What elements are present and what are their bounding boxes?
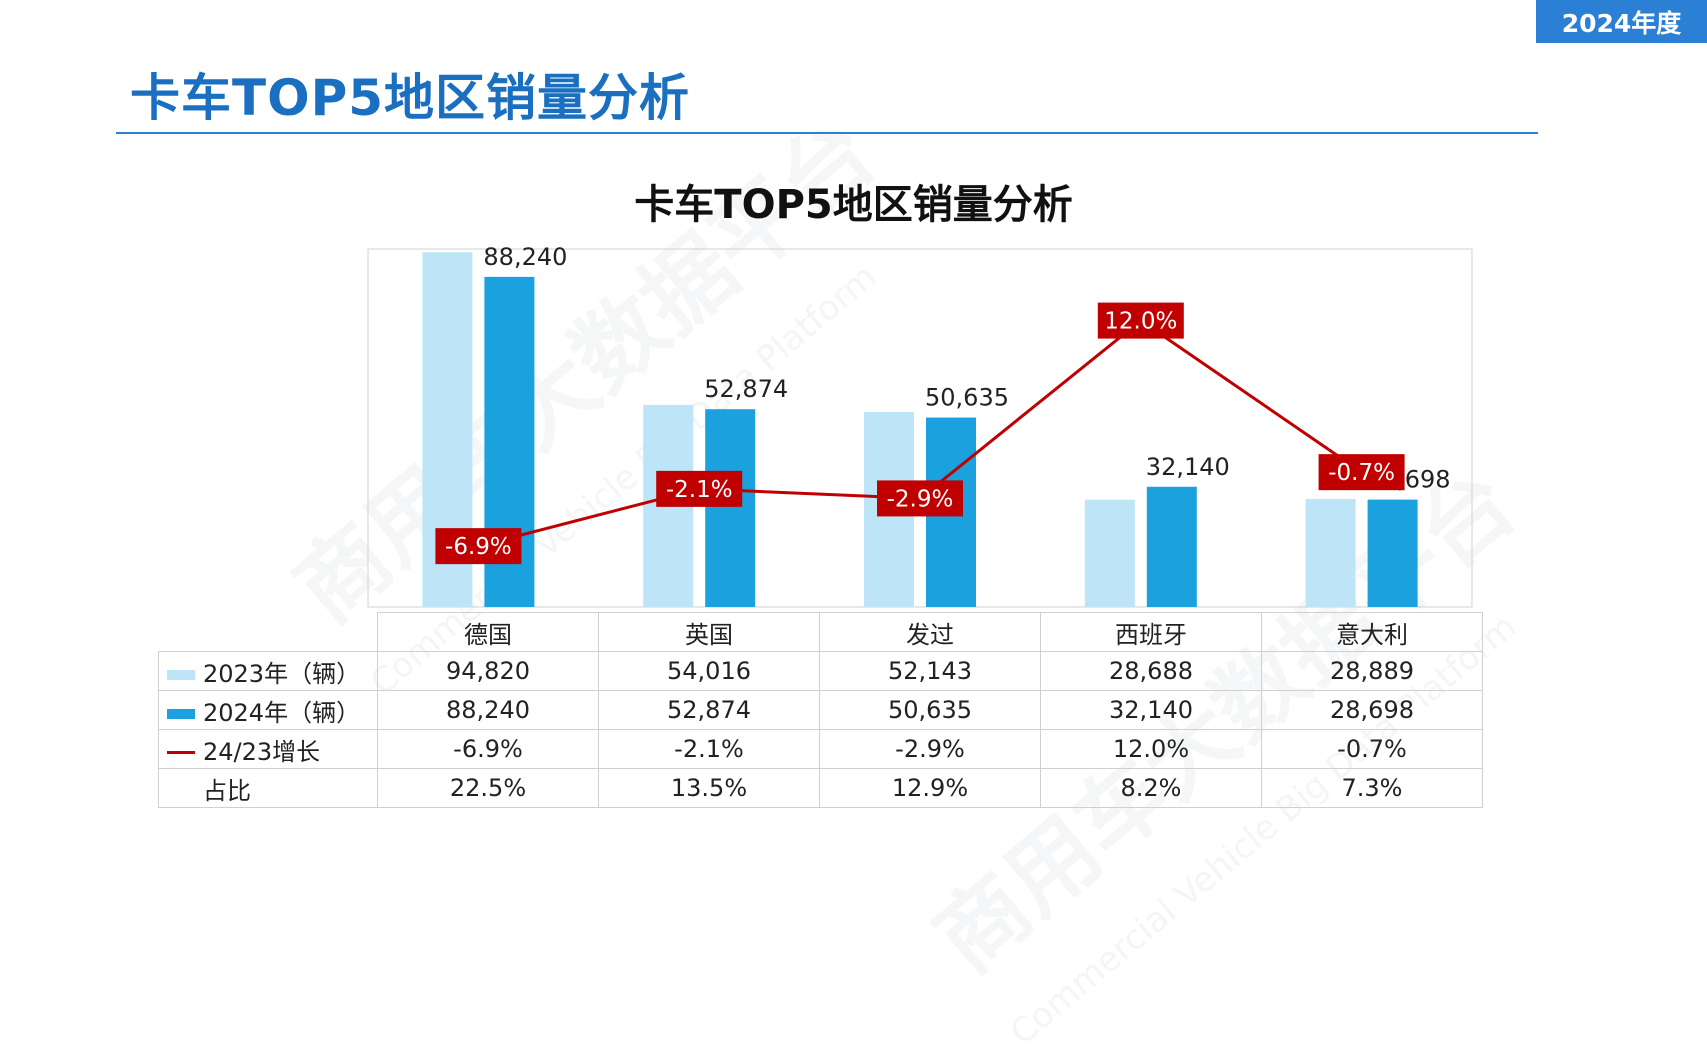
row-label-share: 占比 [203, 776, 251, 805]
growth-label-box [1318, 454, 1405, 491]
growth-label-box [877, 480, 963, 517]
data-label-2024: 32,140 [1146, 453, 1230, 481]
row-header-2024: 2024年（辆） [158, 690, 378, 730]
growth-data-label: -6.9% [445, 534, 512, 560]
table-cell: 13.5% [598, 768, 820, 808]
row-header-growth: 24/23增长 [158, 729, 378, 769]
title-divider [116, 132, 1538, 134]
page-title: 卡车TOP5地区销量分析 [130, 69, 691, 127]
table-row-share: 占比 22.5% 13.5% 12.9% 8.2% 7.3% [158, 768, 1483, 808]
row-label-2024: 2024年（辆） [203, 698, 361, 727]
table-row-2024: 2024年（辆） 88,240 52,874 50,635 32,140 28,… [158, 690, 1483, 730]
growth-data-label: -2.1% [666, 477, 733, 503]
table-cell: -0.7% [1261, 729, 1483, 769]
bar-2024 [1146, 486, 1197, 607]
legend-swatch-empty [167, 787, 195, 797]
table-cell: 7.3% [1261, 768, 1483, 808]
data-label-2024: 50,635 [925, 384, 1009, 412]
table-cell: 8.2% [1040, 768, 1262, 808]
table-cell: 12.9% [819, 768, 1041, 808]
legend-swatch-growth [167, 751, 195, 754]
growth-data-label: -0.7% [1328, 460, 1395, 486]
table-cell: 28,698 [1261, 690, 1483, 730]
growth-data-label: -2.9% [887, 486, 954, 512]
table-row-growth: 24/23增长 -6.9% -2.1% -2.9% 12.0% -0.7% [158, 729, 1483, 769]
table-cell: 94,820 [377, 651, 599, 691]
data-label-2024: 52,874 [704, 375, 788, 403]
legend-swatch-2023 [167, 669, 195, 680]
data-table: 德国 英国 发过 西班牙 意大利 2023年（辆） 94,820 54,016 … [158, 612, 1483, 808]
table-cell: 50,635 [819, 690, 1041, 730]
row-label-growth: 24/23增长 [203, 737, 321, 766]
row-header-share: 占比 [158, 768, 378, 808]
bar-2023 [1305, 498, 1356, 607]
growth-label-box [656, 470, 743, 507]
chart-title: 卡车TOP5地区销量分析 [634, 182, 1073, 228]
category-label-france: 发过 [819, 612, 1041, 652]
growth-data-label: 12.0% [1104, 309, 1177, 335]
bar-2023 [1084, 499, 1135, 607]
table-header-row: 德国 英国 发过 西班牙 意大利 [158, 612, 1483, 652]
growth-label-box [435, 528, 522, 565]
table-cell: -6.9% [377, 729, 599, 769]
data-label-2024: 88,240 [483, 243, 567, 271]
category-label-italy: 意大利 [1261, 612, 1483, 652]
category-label-germany: 德国 [377, 612, 599, 652]
table-cell: -2.1% [598, 729, 820, 769]
category-label-spain: 西班牙 [1040, 612, 1262, 652]
table-cell: -2.9% [819, 729, 1041, 769]
table-cell: 28,688 [1040, 651, 1262, 691]
table-cell: 52,143 [819, 651, 1041, 691]
table-corner [158, 612, 378, 652]
table-cell: 52,874 [598, 690, 820, 730]
bar-2024 [1367, 499, 1418, 607]
growth-label-box [1097, 302, 1184, 339]
table-cell: 88,240 [377, 690, 599, 730]
year-badge: 2024年度 [1536, 0, 1707, 43]
plot-area-border [367, 248, 1473, 608]
table-cell: 54,016 [598, 651, 820, 691]
table-cell: 32,140 [1040, 690, 1262, 730]
table-cell: 12.0% [1040, 729, 1262, 769]
table-row-2023: 2023年（辆） 94,820 54,016 52,143 28,688 28,… [158, 651, 1483, 691]
table-cell: 22.5% [377, 768, 599, 808]
table-cell: 28,889 [1261, 651, 1483, 691]
bar-2024 [705, 409, 756, 607]
legend-swatch-2024 [167, 708, 195, 719]
category-label-uk: 英国 [598, 612, 820, 652]
row-header-2023: 2023年（辆） [158, 651, 378, 691]
row-label-2023: 2023年（辆） [203, 659, 361, 688]
